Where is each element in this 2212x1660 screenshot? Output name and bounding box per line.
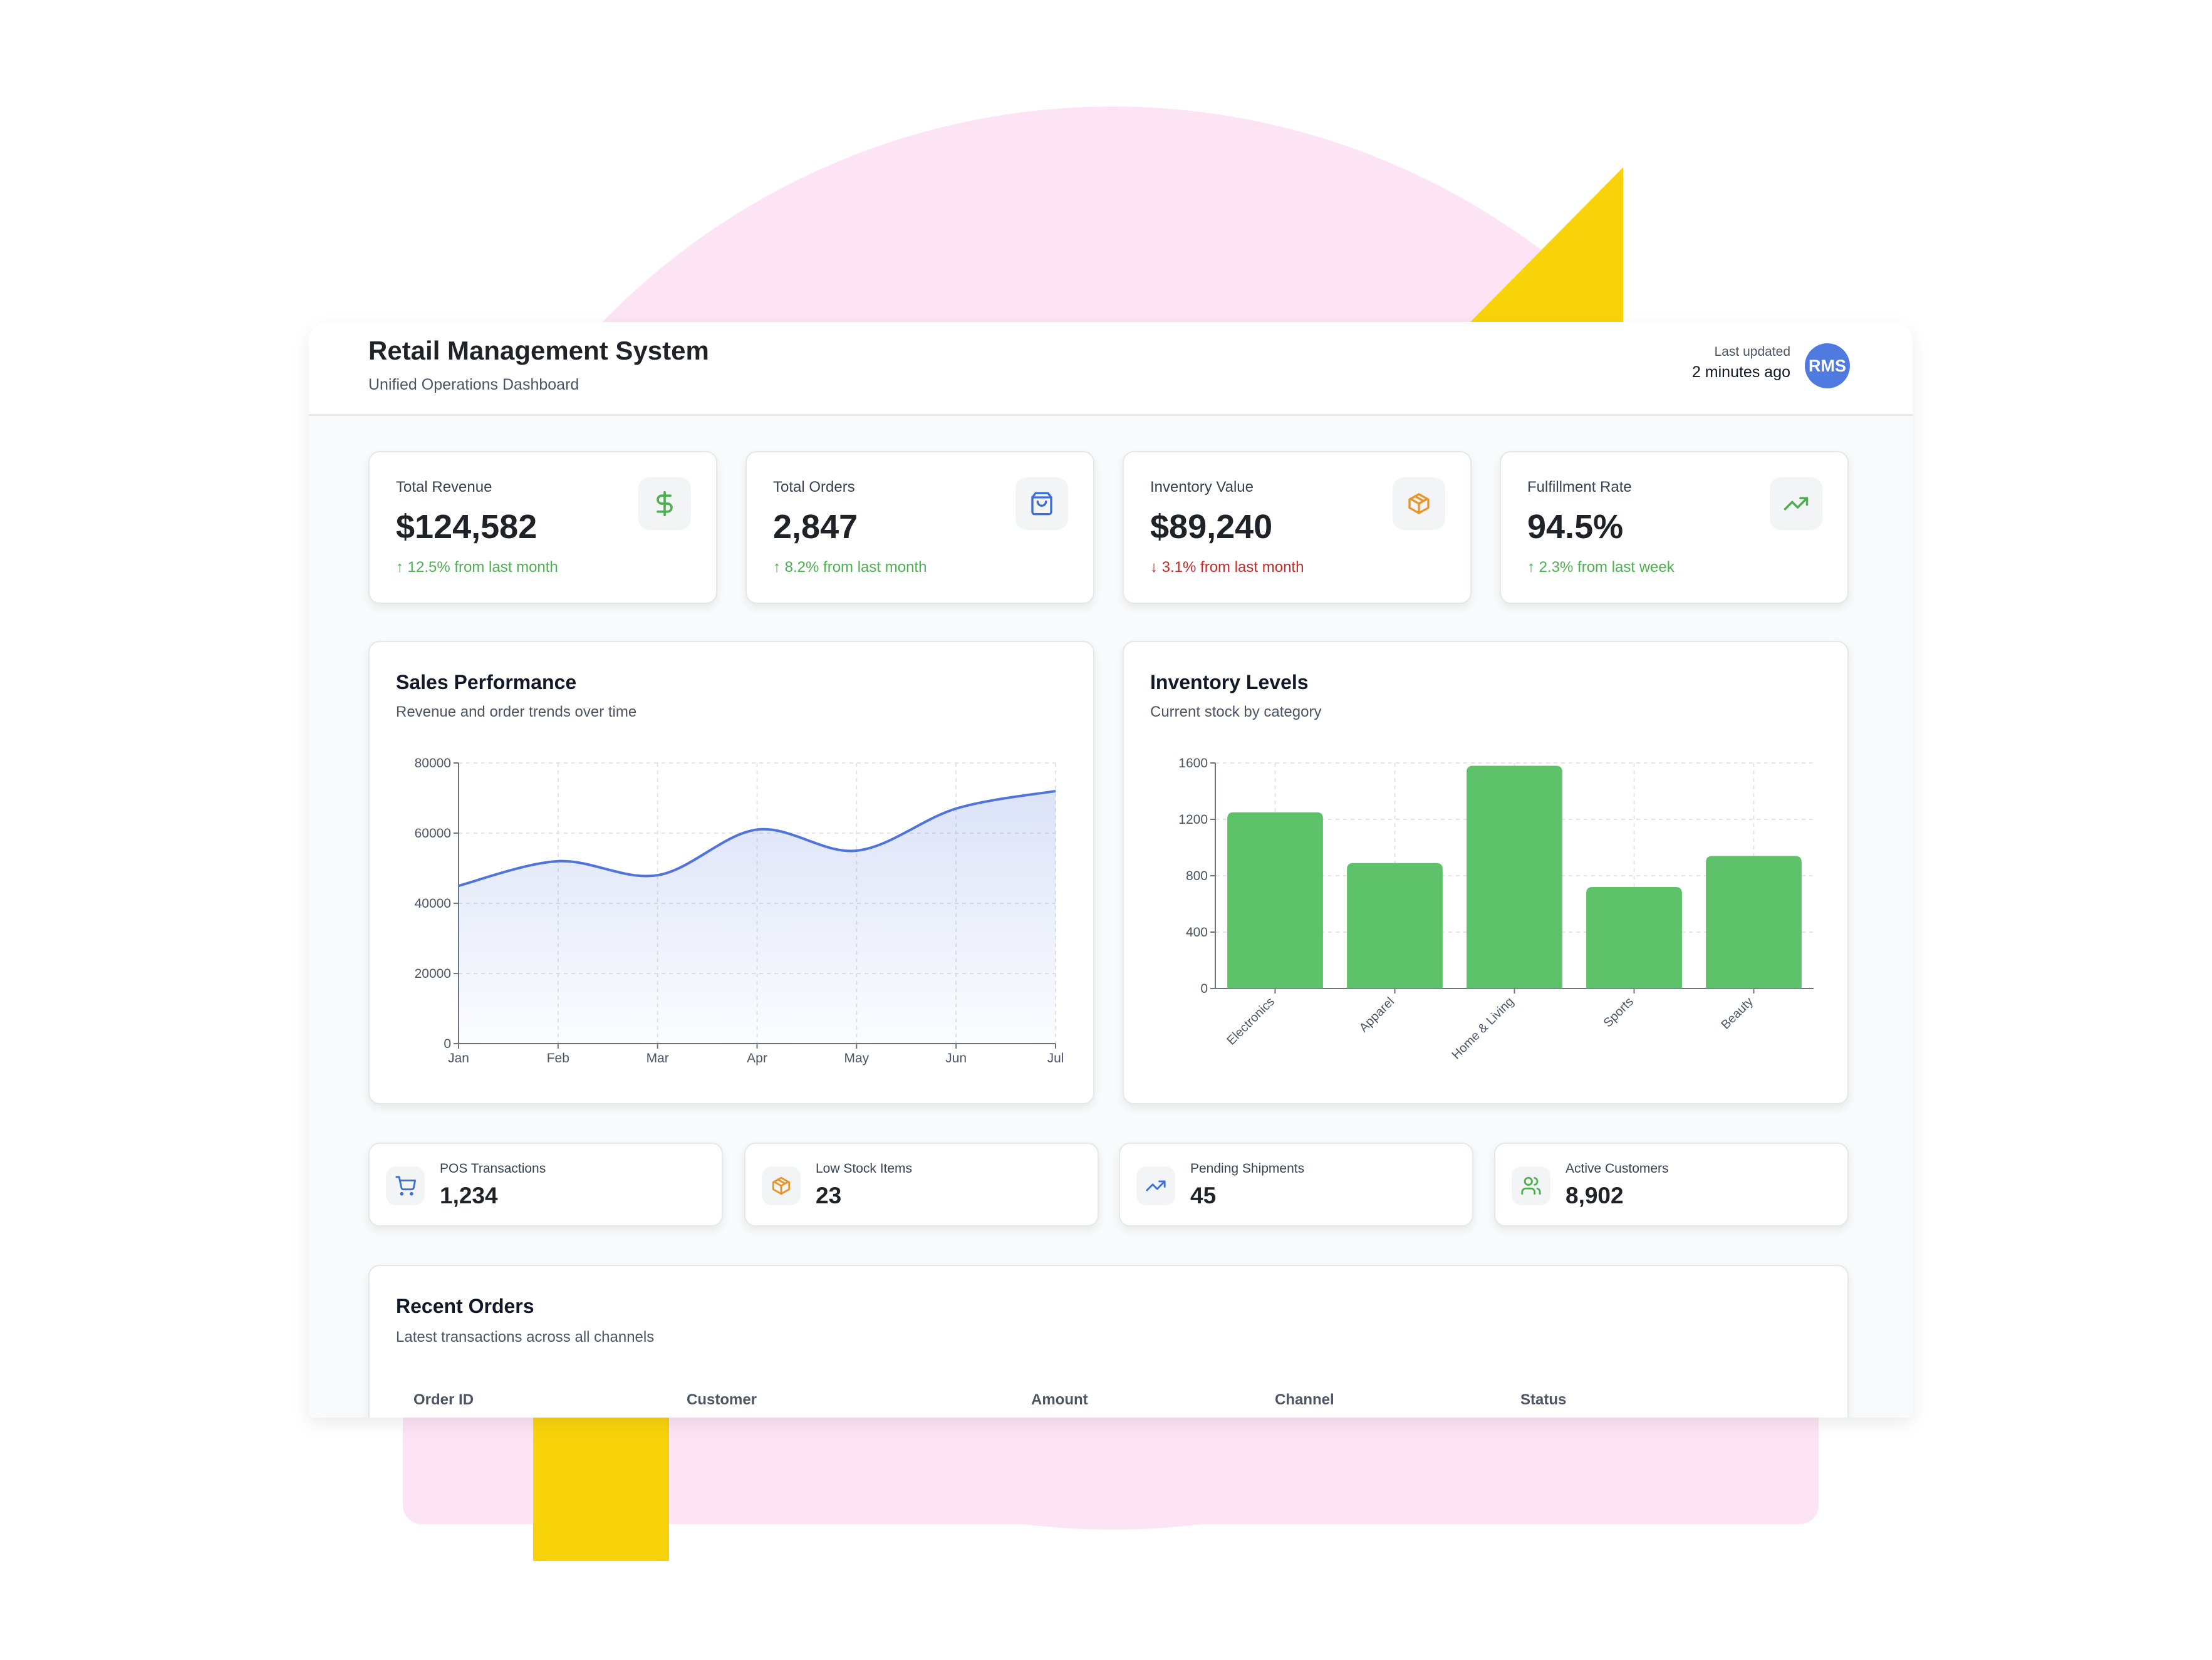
shopping-bag-icon [1015, 477, 1068, 530]
kpi-card-fulfillment-rate: Fulfillment Rate 94.5% ↑ 2.3% from last … [1500, 451, 1849, 604]
mini-stat-label: Low Stock Items [816, 1161, 913, 1176]
cart-icon [386, 1166, 425, 1205]
y-tick-label: 400 [1186, 925, 1208, 940]
mini-stat-label: Pending Shipments [1190, 1161, 1305, 1176]
app-header: Retail Management System Unified Operati… [309, 322, 1913, 416]
package-icon [1393, 477, 1445, 530]
inventory-bar-chart: 0 400 800 1200 1600 Electronics Apparel Home & … [1178, 756, 1814, 1062]
trending-up-icon [1770, 477, 1822, 530]
bar-sports [1586, 887, 1682, 988]
mini-stat-value: 45 [1190, 1183, 1217, 1208]
orders-title: Recent Orders [396, 1295, 534, 1317]
mini-stat-label: Active Customers [1566, 1161, 1669, 1176]
y-tick-label: 60000 [415, 826, 451, 841]
last-updated-label: Last updated [1714, 345, 1790, 359]
page-title: Retail Management System [368, 336, 709, 365]
bar-apparel [1347, 863, 1443, 988]
mini-stat-value: 23 [816, 1183, 842, 1208]
column-header-order-id[interactable]: Order ID [413, 1391, 474, 1408]
kpi-label: Inventory Value [1150, 479, 1254, 495]
column-header-channel[interactable]: Channel [1275, 1391, 1334, 1408]
revenue-line [458, 789, 1056, 887]
bar-home-living [1467, 765, 1562, 988]
trending-up-icon [1136, 1166, 1175, 1205]
kpi-value: $124,582 [396, 508, 537, 546]
y-tick-label: 0 [1200, 982, 1208, 996]
kpi-card-total-revenue: Total Revenue $124,582 ↑ 12.5% from last… [368, 451, 717, 604]
x-tick-label: Apr [747, 1051, 767, 1066]
mini-stat-active-customers: Active Customers 8,902 [1494, 1143, 1849, 1227]
kpi-change: ↑ 8.2% from last month [773, 559, 927, 576]
page-subtitle: Unified Operations Dashboard [368, 376, 579, 393]
kpi-label: Total Revenue [396, 479, 492, 495]
x-tick-label: Feb [547, 1051, 569, 1066]
x-tick-label: Electronics [1224, 995, 1277, 1048]
dollar-icon [638, 477, 691, 530]
kpi-change: ↓ 3.1% from last month [1150, 559, 1304, 576]
y-tick-label: 20000 [415, 967, 451, 981]
chart-title: Inventory Levels [1150, 671, 1309, 693]
sales-performance-card: Sales Performance Revenue and order tren… [368, 641, 1094, 1104]
sales-line-chart: 0 20000 40000 60000 80000 Jan Feb Mar Apr May Jun J… [415, 756, 1064, 1066]
kpi-change: ↑ 2.3% from last week [1527, 559, 1675, 576]
mini-stat-low-stock: Low Stock Items 23 [744, 1143, 1099, 1227]
recent-orders-card: Recent Orders Latest transactions across… [368, 1265, 1849, 1418]
column-header-status[interactable]: Status [1520, 1391, 1567, 1408]
chart-title: Sales Performance [396, 671, 577, 693]
kpi-change: ↑ 12.5% from last month [396, 559, 558, 576]
mini-stat-value: 1,234 [440, 1183, 498, 1208]
y-tick-label: 800 [1186, 869, 1208, 883]
kpi-card-total-orders: Total Orders 2,847 ↑ 8.2% from last mont… [745, 451, 1094, 604]
chart-subtitle: Revenue and order trends over time [396, 703, 637, 720]
y-tick-label: 1200 [1178, 812, 1208, 827]
kpi-label: Fulfillment Rate [1527, 479, 1632, 495]
y-tick-label: 80000 [415, 756, 451, 770]
x-tick-label: Jul [1047, 1051, 1064, 1066]
x-tick-label: Beauty [1718, 995, 1756, 1032]
kpi-value: 2,847 [773, 508, 858, 546]
package-icon [762, 1166, 801, 1205]
x-tick-label: Sports [1601, 995, 1636, 1030]
decorative-yellow-rect [533, 1418, 669, 1561]
y-tick-label: 40000 [415, 896, 451, 911]
orders-subtitle: Latest transactions across all channels [396, 1329, 655, 1346]
bar-electronics [1227, 812, 1323, 988]
mini-stat-value: 8,902 [1566, 1183, 1624, 1208]
decorative-yellow-triangle [1470, 167, 1623, 322]
avatar[interactable]: RMS [1805, 343, 1850, 388]
mini-stat-pos-transactions: POS Transactions 1,234 [368, 1143, 723, 1227]
last-updated-value: 2 minutes ago [1691, 363, 1790, 381]
column-header-amount[interactable]: Amount [1031, 1391, 1088, 1408]
x-tick-label: Apparel [1357, 995, 1397, 1035]
kpi-card-inventory-value: Inventory Value $89,240 ↓ 3.1% from last… [1123, 451, 1472, 604]
mini-stat-pending-shipments: Pending Shipments 45 [1119, 1143, 1473, 1227]
users-icon [1512, 1166, 1550, 1205]
kpi-value: $89,240 [1150, 508, 1273, 546]
kpi-value: 94.5% [1527, 508, 1624, 546]
dashboard-window: Retail Management System Unified Operati… [309, 322, 1913, 1418]
x-tick-label: Jun [945, 1051, 967, 1066]
y-tick-label: 0 [444, 1037, 451, 1051]
inventory-levels-card: Inventory Levels Current stock by catego… [1123, 641, 1849, 1104]
kpi-label: Total Orders [773, 479, 855, 495]
column-header-customer[interactable]: Customer [687, 1391, 757, 1408]
y-tick-label: 1600 [1178, 756, 1208, 770]
mini-stat-label: POS Transactions [440, 1161, 546, 1176]
bar-beauty [1706, 856, 1802, 988]
x-tick-label: Jan [448, 1051, 469, 1066]
x-tick-label: May [844, 1051, 869, 1066]
x-tick-label: Home & Living [1450, 995, 1517, 1062]
x-tick-label: Mar [646, 1051, 669, 1066]
chart-subtitle: Current stock by category [1150, 703, 1322, 720]
revenue-area [459, 791, 1056, 1044]
